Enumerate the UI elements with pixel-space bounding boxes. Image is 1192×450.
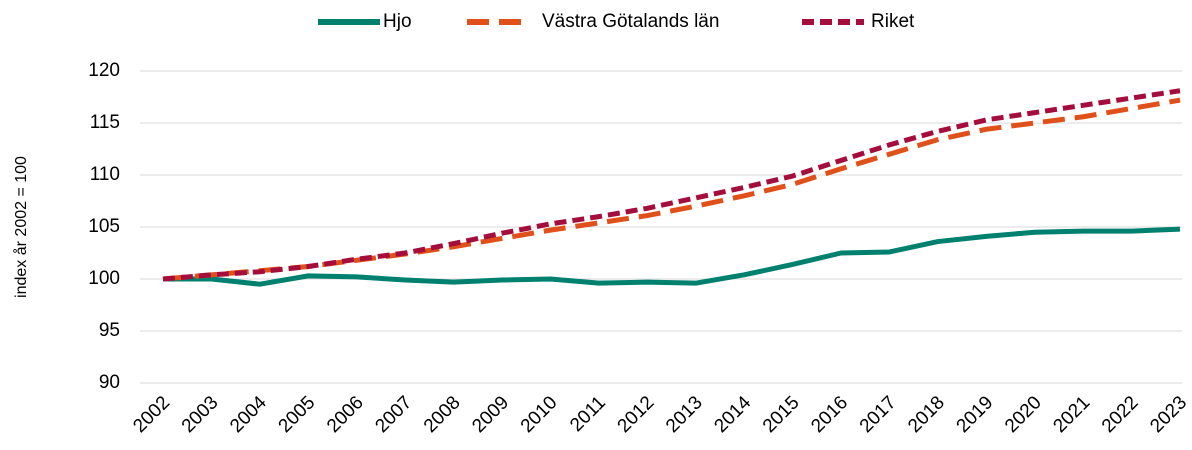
legend-label: Västra Götalands län: [542, 11, 719, 32]
series-line: [162, 97, 1181, 282]
x-tick-label: 2011: [566, 392, 610, 436]
y-tick-label: 100: [88, 268, 120, 289]
x-tick-label: 2020: [1001, 392, 1046, 437]
y-tick-label: 120: [88, 60, 120, 81]
x-tick-label: 2009: [468, 392, 513, 437]
x-tick-label: 2016: [807, 392, 852, 437]
x-tick-label: 2023: [1146, 392, 1191, 437]
y-tick-label: 115: [90, 112, 120, 133]
x-tick-label: 2018: [904, 392, 949, 437]
x-tick-label: 2002: [129, 392, 174, 437]
series-line: [163, 226, 1181, 287]
series-line: [162, 88, 1181, 282]
x-tick-label: 2007: [371, 392, 416, 437]
y-axis-label: index år 2002 = 100: [12, 156, 30, 298]
y-tick-label: 90: [99, 372, 120, 393]
x-tick-label: 2019: [953, 392, 998, 437]
x-tick-label: 2021: [1049, 392, 1094, 437]
x-tick-label: 2012: [614, 392, 659, 437]
x-tick-label: 2013: [662, 392, 707, 437]
x-tick-label: 2004: [226, 392, 271, 437]
x-tick-label: 2022: [1098, 392, 1143, 437]
legend-label: Hjo: [383, 11, 412, 32]
x-tick-label: 2005: [275, 392, 320, 437]
x-tick-label: 2008: [420, 392, 465, 437]
x-tick-label: 2006: [323, 392, 368, 437]
x-tick-label: 2015: [759, 392, 804, 437]
x-tick-label: 2010: [517, 392, 562, 437]
legend-label: Riket: [871, 11, 915, 32]
x-tick-label: 2014: [710, 392, 755, 437]
y-tick-label: 105: [88, 216, 120, 237]
x-tick-label: 2017: [856, 392, 901, 437]
x-tick-label: 2003: [178, 392, 223, 437]
y-tick-label: 95: [99, 320, 120, 341]
y-tick-label: 110: [90, 164, 120, 185]
